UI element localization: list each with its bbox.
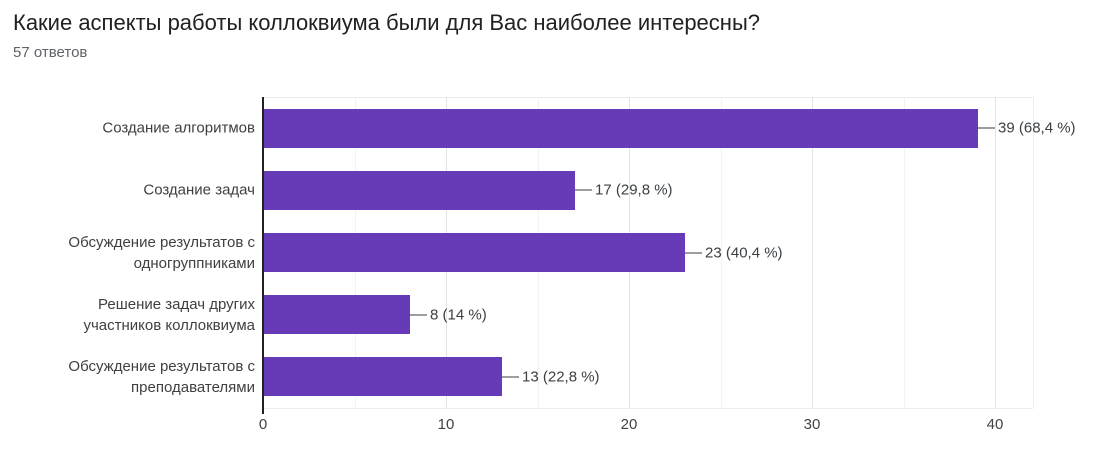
bar-value-label: 39 (68,4 %) xyxy=(998,119,1076,137)
gridline-major xyxy=(995,97,996,408)
responses-count: 57 ответов xyxy=(13,44,88,61)
bar-value-label: 23 (40,4 %) xyxy=(705,244,783,261)
question-title: Какие аспекты работы коллоквиума были дл… xyxy=(13,10,760,35)
axis-tick-label: 10 xyxy=(437,416,455,433)
value-connector-line xyxy=(978,127,995,129)
category-label: Создание алгоритмов xyxy=(102,119,255,137)
bar[interactable] xyxy=(264,357,502,396)
bar-value-label: 8 (14 %) xyxy=(430,306,487,324)
gridline-minor xyxy=(904,97,905,408)
bar[interactable] xyxy=(264,171,575,210)
category-label: Обсуждение результатов с преподавателями xyxy=(68,357,255,396)
bar-value-label: 13 (22,8 %) xyxy=(522,368,600,386)
bar[interactable] xyxy=(264,109,978,148)
gridline-major xyxy=(812,97,813,408)
axis-tick-label: 20 xyxy=(620,416,638,433)
category-label: Создание задач xyxy=(143,181,255,199)
axis-tick-label: 40 xyxy=(986,416,1004,433)
axis-tick-label: 30 xyxy=(803,416,821,433)
category-label: Решение задач других участников коллокви… xyxy=(83,295,255,334)
value-axis-line xyxy=(262,97,264,414)
plot-border-bottom xyxy=(263,408,1033,409)
value-connector-line xyxy=(502,376,519,378)
axis-tick-label: 0 xyxy=(258,416,268,433)
gridline-minor xyxy=(721,97,722,408)
plot-border-top xyxy=(263,97,1033,98)
value-connector-line xyxy=(685,252,702,254)
bar[interactable] xyxy=(264,233,685,272)
value-connector-line xyxy=(410,314,427,316)
value-connector-line xyxy=(575,189,592,191)
category-label: Обсуждение результатов с одногруппниками xyxy=(68,233,255,272)
bar-value-label: 17 (29,8 %) xyxy=(595,181,673,199)
bar[interactable] xyxy=(264,295,410,334)
plot-border-right xyxy=(1033,97,1034,408)
